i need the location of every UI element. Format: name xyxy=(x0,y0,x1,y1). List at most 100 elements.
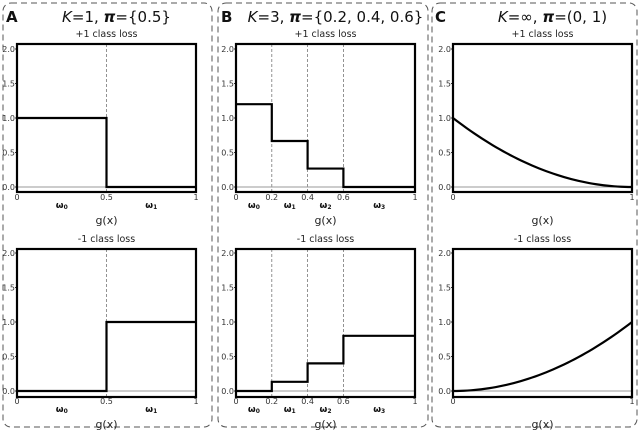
subplot-title: -1 class loss xyxy=(78,234,135,245)
y-tick-label: 0.5 xyxy=(2,149,15,158)
omega-symbol: ω xyxy=(319,405,327,415)
y-tick-label: 0.5 xyxy=(2,353,15,362)
title-part: π xyxy=(542,8,554,26)
omega-label: ω2 xyxy=(319,201,331,211)
x-tick-label: 1 xyxy=(629,397,634,406)
y-tick-label: 0.0 xyxy=(2,387,15,396)
x-tick-label: 0.6 xyxy=(337,397,350,406)
title-part: π xyxy=(289,8,301,26)
omega-symbol: ω xyxy=(145,201,153,211)
title-part: ={0.2, 0.4, 0.6} xyxy=(301,8,423,26)
x-tick-label: 0.5 xyxy=(100,397,113,406)
y-tick-label: 1.0 xyxy=(2,318,15,327)
y-tick-label: 1.5 xyxy=(2,80,15,89)
y-tick-label: 2.0 xyxy=(221,45,234,54)
omega-symbol: ω xyxy=(373,201,381,211)
title-part: K xyxy=(498,8,509,26)
omega-subscript: 0 xyxy=(64,408,68,415)
x-tick-label: 0 xyxy=(14,397,19,406)
omega-label: ω1 xyxy=(284,201,296,211)
omega-label: ω1 xyxy=(284,405,296,415)
panel-label: A xyxy=(6,8,18,26)
x-tick-label: 1 xyxy=(412,193,417,202)
y-tick-label: 0.0 xyxy=(221,387,234,396)
panel-title: K=∞, π=(0, 1) xyxy=(498,8,607,26)
omega-symbol: ω xyxy=(248,201,256,211)
subplot-title: +1 class loss xyxy=(76,29,138,40)
panel-label: C xyxy=(435,8,446,26)
loss-line xyxy=(452,117,633,189)
omega-label: ω0 xyxy=(248,405,260,415)
omega-symbol: ω xyxy=(56,405,64,415)
omega-subscript: 3 xyxy=(381,204,385,211)
omega-subscript: 2 xyxy=(327,408,331,415)
omega-label: ω0 xyxy=(248,201,260,211)
y-tick-label: 1.0 xyxy=(438,114,451,123)
plot-frame xyxy=(15,42,198,194)
omega-label: ω1 xyxy=(145,201,157,211)
title-part: π xyxy=(104,8,116,26)
x-tick-label: 0 xyxy=(450,193,455,202)
y-tick-label: 1.5 xyxy=(221,284,234,293)
x-tick-label: 1 xyxy=(629,193,634,202)
omega-symbol: ω xyxy=(56,201,64,211)
omega-subscript: 1 xyxy=(292,204,296,211)
y-tick-label: 1.5 xyxy=(221,80,234,89)
panel-C: C K=∞, π=(0, 1) +1 class loss 0.0 0.5 1.0 1.5 2… xyxy=(431,2,638,431)
title-part: =1, xyxy=(72,8,104,26)
y-tick-label: 0.5 xyxy=(438,149,451,158)
subplot-plus1: +1 class loss 0.0 0.5 1.0 1.5 2.0 0 1 g(x) xyxy=(438,29,634,227)
omega-subscript: 3 xyxy=(381,408,385,415)
panel-label: B xyxy=(221,8,232,26)
x-tick-label: 0.4 xyxy=(301,193,314,202)
x-tick-label: 1 xyxy=(412,397,417,406)
omega-subscript: 0 xyxy=(64,204,68,211)
x-axis-label: g(x) xyxy=(314,418,336,431)
omega-symbol: ω xyxy=(284,201,292,211)
subplot-title: -1 class loss xyxy=(514,234,571,245)
title-part: K xyxy=(62,8,73,26)
subplot-title: -1 class loss xyxy=(297,234,354,245)
y-tick-label: 1.0 xyxy=(221,114,234,123)
omega-symbol: ω xyxy=(145,405,153,415)
y-tick-label: 0.0 xyxy=(438,183,451,192)
loss-line xyxy=(236,334,415,393)
y-tick-label: 1.5 xyxy=(438,80,451,89)
panel-title: K=1, π={0.5} xyxy=(62,8,171,26)
y-tick-label: 1.0 xyxy=(221,318,234,327)
y-tick-label: 0.0 xyxy=(221,183,234,192)
x-tick-label: 0 xyxy=(14,193,19,202)
panel-border xyxy=(431,2,638,428)
plot-frame xyxy=(451,42,634,194)
x-tick-label: 0.5 xyxy=(100,193,113,202)
omega-label: ω2 xyxy=(319,405,331,415)
y-tick-label: 1.0 xyxy=(438,318,451,327)
omega-subscript: 2 xyxy=(327,204,331,211)
title-part: ={0.5} xyxy=(115,8,171,26)
plot-frame xyxy=(234,247,417,399)
panel-B: B K=3, π={0.2, 0.4, 0.6}+1 class loss0.00… xyxy=(217,2,429,431)
y-tick-label: 0.0 xyxy=(2,183,15,192)
x-tick-label: 0.4 xyxy=(301,397,314,406)
title-part: =∞, xyxy=(508,8,543,26)
omega-label: ω1 xyxy=(145,405,157,415)
omega-label: ω3 xyxy=(373,405,385,415)
loss-line xyxy=(17,320,196,393)
y-tick-label: 0.5 xyxy=(438,353,451,362)
y-tick-label: 1.0 xyxy=(2,114,15,123)
subplot-title: +1 class loss xyxy=(295,29,357,40)
omega-symbol: ω xyxy=(284,405,292,415)
omega-subscript: 0 xyxy=(256,408,260,415)
omega-symbol: ω xyxy=(248,405,256,415)
omega-symbol: ω xyxy=(373,405,381,415)
x-axis-label: g(x) xyxy=(95,418,117,431)
y-tick-label: 2.0 xyxy=(438,249,451,258)
x-axis-label: g(x) xyxy=(314,214,336,227)
subplot-title: +1 class loss xyxy=(512,29,574,40)
panel-border xyxy=(2,2,213,428)
y-tick-label: 1.5 xyxy=(438,284,451,293)
